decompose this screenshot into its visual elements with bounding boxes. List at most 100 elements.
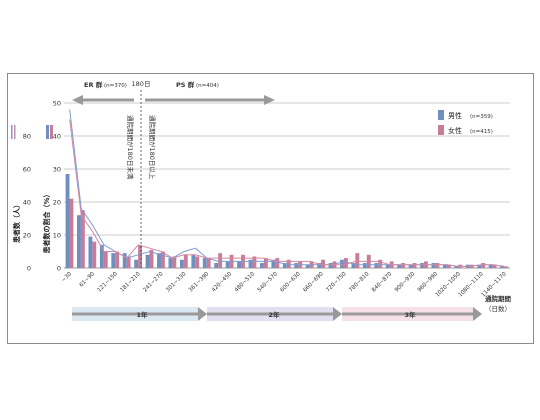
x-tick-label: 780~810	[348, 271, 371, 294]
bar-male	[271, 259, 276, 268]
bar-female	[149, 249, 154, 268]
bar-male	[385, 264, 390, 268]
bar-female	[218, 253, 223, 268]
bar-female	[378, 259, 383, 268]
bar-female	[183, 254, 188, 268]
bar-male	[328, 263, 333, 268]
bar-female	[195, 256, 200, 268]
bar-female	[172, 256, 177, 268]
over180-label: 通院期間が180日以上	[148, 115, 157, 180]
bar-male	[500, 266, 505, 268]
bar-male	[294, 263, 299, 268]
bar-female	[492, 264, 497, 268]
period-label-3: 3年	[404, 310, 416, 319]
bar-male	[65, 173, 70, 268]
period-band-2: 2年	[207, 307, 342, 321]
y-axis-inner-label: 患者数の割合（%）	[42, 190, 51, 253]
er-group-n: (n=370)	[104, 83, 127, 89]
bar-female	[412, 263, 417, 268]
bar-female	[160, 251, 165, 268]
inner-legend-swatch-male	[46, 125, 49, 139]
bar-male	[237, 261, 242, 268]
x-tick-label: 840~870	[371, 271, 394, 294]
x-tick-label: 241~270	[142, 271, 165, 294]
bar-male	[145, 254, 150, 268]
ps-group-label: PS 群	[176, 80, 195, 89]
bar-male	[77, 215, 81, 268]
bar-male	[134, 259, 139, 268]
x-tick-label: 660~690	[302, 271, 325, 294]
legend-swatch-male	[438, 110, 444, 120]
bar-female	[103, 251, 108, 268]
bar-female	[92, 241, 97, 268]
bar-female	[343, 258, 348, 268]
x-tick-label: 121~150	[97, 271, 120, 294]
x-tick-label: 480~510	[234, 271, 257, 294]
bar-male	[168, 258, 173, 268]
bar-male	[374, 263, 379, 268]
bar-male	[99, 244, 104, 268]
bar-male	[225, 261, 230, 268]
period-band-1: 1年	[72, 307, 207, 321]
bar-male	[157, 253, 161, 268]
bar-male	[282, 263, 287, 268]
bars-group	[65, 173, 508, 268]
chart-frame	[7, 73, 534, 344]
x-tick-label: 61~90	[79, 271, 97, 289]
er-arrow	[72, 95, 134, 105]
lines-group	[69, 109, 505, 267]
y-axis-outer-label: 患者数（人）	[12, 201, 21, 243]
x-tick-label: 420~450	[211, 271, 234, 294]
y-tick-outer: 40	[23, 199, 31, 207]
under180-label: 通院期間が180日未満	[126, 115, 135, 180]
y-tick-outer: 60	[23, 166, 31, 174]
bar-male	[317, 263, 322, 268]
outer-legend-swatch-male	[11, 125, 13, 139]
bar-female	[481, 263, 486, 268]
day180-label: 180日	[132, 80, 151, 88]
period-band-3: 3年	[342, 307, 482, 321]
er-group-label: ER 群	[84, 80, 103, 89]
bar-female	[206, 258, 211, 268]
bar-male	[408, 264, 413, 268]
bar-female	[126, 256, 131, 268]
x-axis-label: 通院期間	[485, 294, 512, 303]
bar-female	[115, 251, 120, 268]
y-tick-inner: 50	[53, 100, 61, 108]
legend: 男性 (n=359) 女性 (n=415)	[438, 110, 493, 135]
y-tick-inner: 0	[57, 265, 61, 273]
bar-female	[263, 258, 268, 268]
period-label-2: 2年	[268, 310, 280, 319]
tick-labels: 0 10 20 30 40 50 0 20 40 60 80 ~30 61~90 121~150 181~2…	[23, 100, 508, 299]
bar-female	[446, 264, 451, 268]
y-tick-outer: 80	[23, 133, 31, 141]
x-tick-label: 301~330	[165, 271, 188, 294]
x-tick-label: 960~990	[417, 271, 440, 294]
bar-male	[191, 254, 196, 268]
bar-male	[202, 258, 207, 268]
y-tick-inner: 20	[53, 199, 61, 207]
bar-female	[435, 263, 440, 268]
bar-female	[321, 259, 325, 268]
bar-male	[488, 264, 493, 268]
legend-label-male: 男性	[448, 111, 462, 120]
bar-male	[111, 253, 116, 268]
bar-female	[275, 258, 280, 268]
ps-group-n: (n=404)	[196, 83, 219, 89]
period-label-1: 1年	[136, 310, 148, 319]
bar-female	[504, 266, 508, 268]
inner-legend-swatch-female	[50, 125, 53, 139]
bar-male	[351, 263, 356, 268]
bar-male	[88, 236, 93, 268]
bar-male	[454, 266, 459, 268]
bar-female	[69, 198, 74, 268]
bar-female	[138, 244, 142, 268]
x-tick-label: 540~570	[257, 271, 280, 294]
bar-female	[80, 210, 85, 268]
x-tick-label: 181~210	[119, 271, 142, 294]
bar-male	[122, 253, 127, 268]
x-tick-label: 720~750	[325, 271, 348, 294]
y-tick-inner: 40	[53, 133, 61, 141]
bar-male	[260, 263, 264, 268]
